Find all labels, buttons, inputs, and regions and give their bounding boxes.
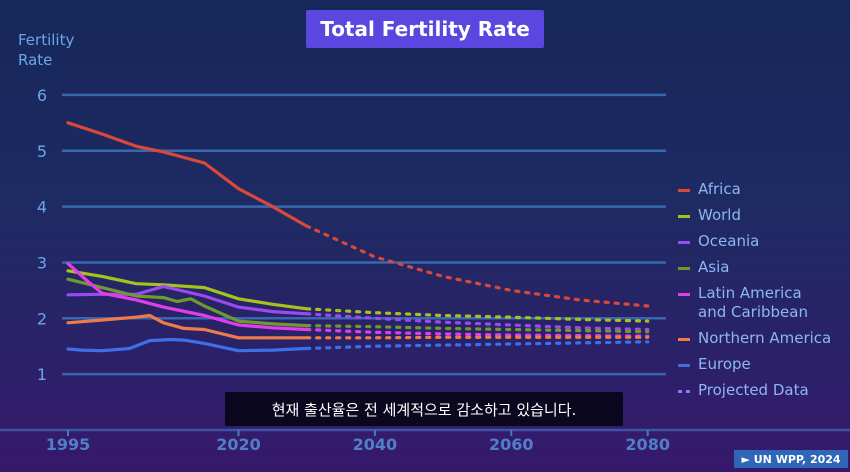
legend-item-europe: Europe bbox=[678, 355, 850, 374]
legend-label: Latin America and Caribbean bbox=[698, 284, 808, 321]
x-tick-label: 2080 bbox=[625, 435, 670, 454]
x-tick-label: 2060 bbox=[489, 435, 534, 454]
series-projection-europe bbox=[305, 340, 650, 351]
series-projection-asia bbox=[305, 324, 650, 334]
series-line-africa bbox=[66, 121, 309, 228]
y-tick-label: 6 bbox=[37, 86, 47, 105]
legend-item-world: World bbox=[678, 206, 850, 225]
series-line-world bbox=[66, 269, 309, 311]
legend-item-northern-america: Northern America bbox=[678, 329, 850, 348]
y-tick-label: 3 bbox=[37, 253, 47, 272]
legend-label: Europe bbox=[698, 355, 751, 373]
series-line-europe bbox=[66, 337, 309, 353]
x-tick-label: 2040 bbox=[353, 435, 398, 454]
series-projection-world bbox=[305, 307, 650, 323]
legend-label: Oceania bbox=[698, 232, 760, 250]
chart-title: Total Fertility Rate bbox=[306, 10, 544, 48]
y-tick-label: 1 bbox=[37, 365, 47, 384]
chart-legend: Africa World Oceania Asia Latin America and … bbox=[678, 180, 850, 407]
legend-item-asia: Asia bbox=[678, 258, 850, 277]
legend-item-oceania: Oceania bbox=[678, 232, 850, 251]
y-tick-label: 5 bbox=[37, 142, 47, 161]
line-layer bbox=[66, 121, 650, 353]
x-tick-label: 1995 bbox=[46, 435, 91, 454]
series-line-asia bbox=[66, 277, 309, 328]
legend-swatch bbox=[678, 215, 690, 218]
legend-item-projected: Projected Data bbox=[678, 381, 850, 400]
legend-label: World bbox=[698, 206, 741, 224]
legend-swatch bbox=[678, 189, 690, 192]
series-projection-africa bbox=[305, 224, 650, 308]
legend-swatch bbox=[678, 390, 690, 393]
legend-swatch bbox=[678, 364, 690, 367]
legend-label: Northern America bbox=[698, 329, 832, 347]
tick-layer: 1 2 3 4 5 6 1995 2020 2040 2060 2080 bbox=[37, 86, 670, 454]
series-projection-northern-america bbox=[305, 335, 650, 340]
legend-swatch bbox=[678, 338, 690, 341]
legend-label: Asia bbox=[698, 258, 730, 276]
caption-subtitle: 현재 출산율은 전 세계적으로 감소하고 있습니다. bbox=[225, 392, 623, 426]
y-tick-label: 2 bbox=[37, 309, 47, 328]
legend-label: Projected Data bbox=[698, 381, 809, 399]
series-line-latin-america-and-caribbean bbox=[66, 262, 309, 332]
legend-label: Africa bbox=[698, 180, 741, 198]
series-projection-latin-america-and-caribbean bbox=[305, 327, 650, 338]
y-tick-label: 4 bbox=[37, 198, 47, 217]
x-tick-label: 2020 bbox=[216, 435, 261, 454]
y-axis-label: Fertility Rate bbox=[18, 31, 75, 69]
legend-item-latin-america-and-caribbean: Latin America and Caribbean bbox=[678, 284, 850, 322]
series-line-northern-america bbox=[66, 313, 309, 340]
legend-item-africa: Africa bbox=[678, 180, 850, 199]
source-badge[interactable]: ► UN WPP, 2024 bbox=[734, 450, 848, 468]
series-projection-oceania bbox=[305, 312, 650, 332]
legend-swatch bbox=[678, 293, 690, 296]
legend-swatch bbox=[678, 241, 690, 244]
legend-swatch bbox=[678, 267, 690, 270]
